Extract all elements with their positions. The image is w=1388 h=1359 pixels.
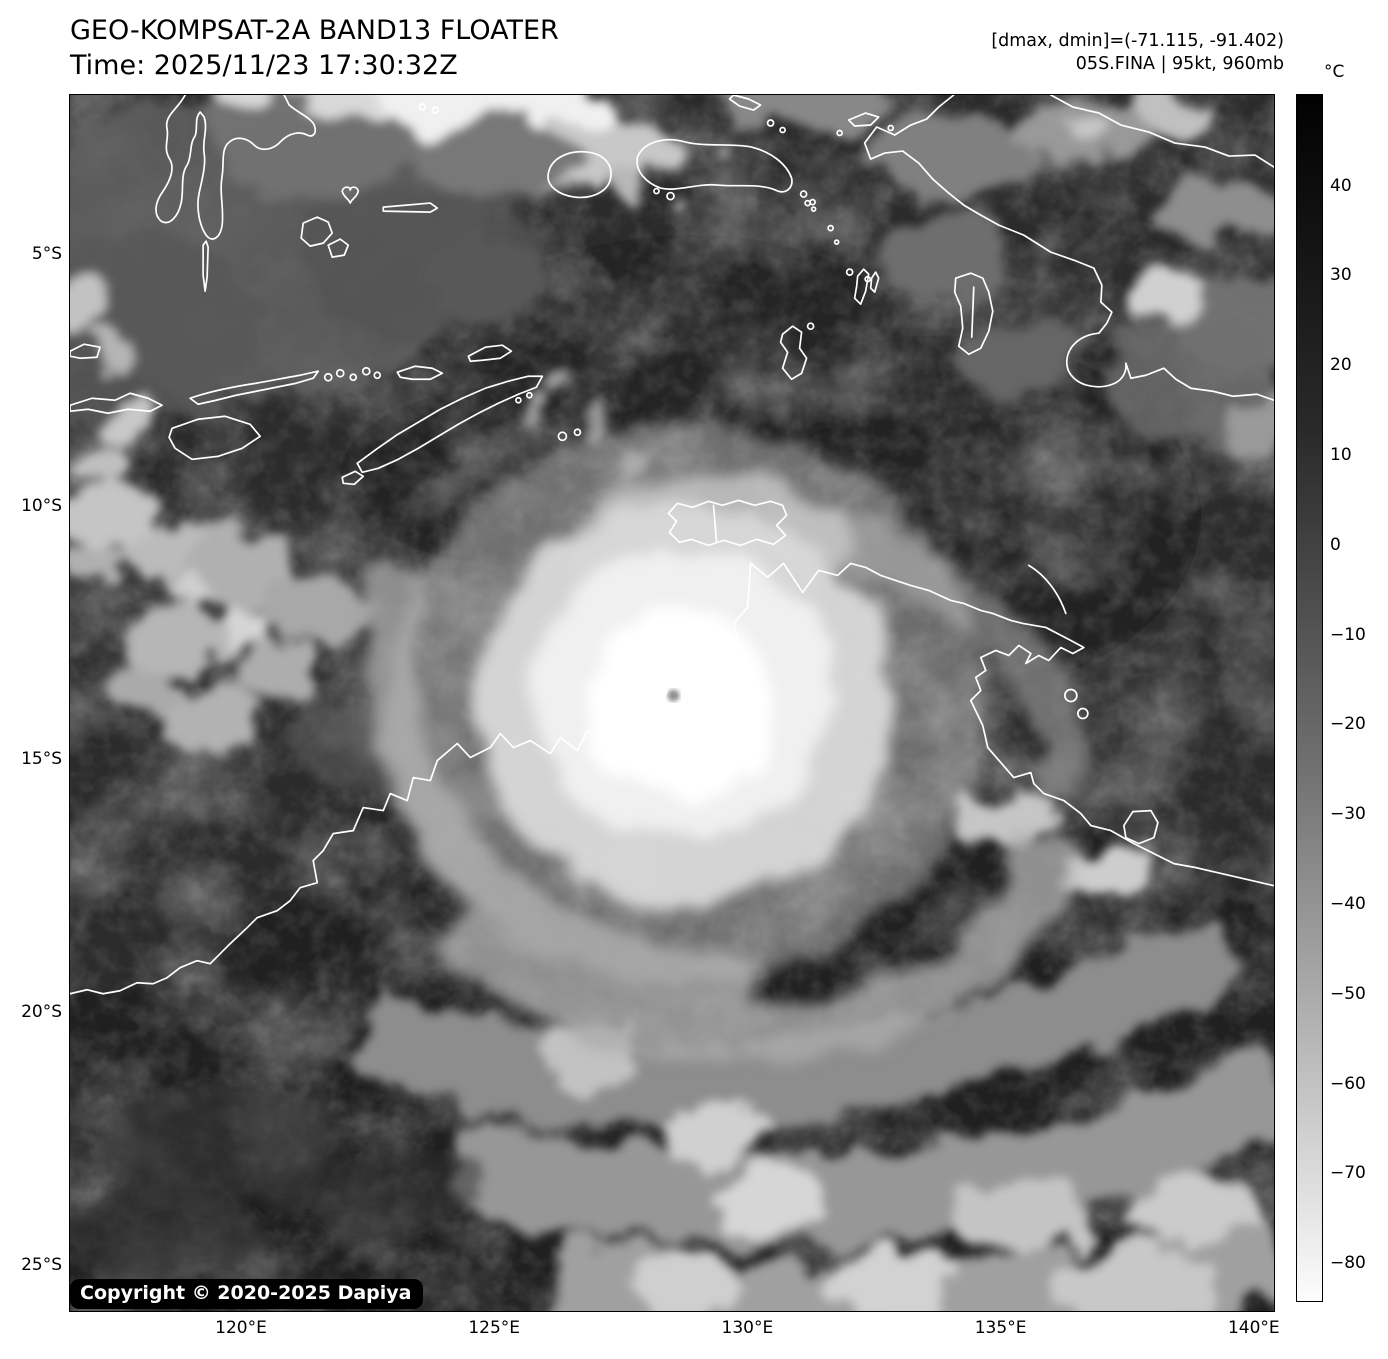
coast-australia: [70, 562, 1274, 995]
coast-seram: [636, 138, 793, 193]
latitude-tick-label: 25°S: [21, 1254, 62, 1275]
coast-selayar: [202, 240, 209, 293]
coast-tiwi-strait: [712, 504, 718, 544]
colorbar-tick-label: −70: [1330, 1163, 1366, 1184]
coast-aru: [953, 272, 994, 356]
coast-sumba: [168, 415, 262, 461]
cyclone-eye: [667, 689, 680, 702]
coast-tanimbar: [779, 325, 808, 381]
colorbar-tick-label: 40: [1330, 175, 1352, 196]
coast-kai: [853, 268, 870, 306]
colorbar: [1296, 94, 1323, 1302]
coastlines: [70, 95, 1274, 995]
latitude-tick-label: 15°S: [21, 749, 62, 770]
coast-flores: [189, 370, 320, 406]
longitude-tick-label: 135°E: [974, 1318, 1027, 1338]
coast-sula: [382, 202, 439, 213]
longitude-tick-label: 120°E: [215, 1318, 267, 1338]
longitude-tick-label: 140°E: [1227, 1318, 1280, 1338]
coast-wetar: [467, 344, 513, 363]
coast-timor: [356, 375, 544, 474]
coast-new-guinea-north: [1049, 95, 1274, 168]
colorbar-tick-label: −20: [1330, 714, 1366, 735]
coast-sulawesi: [155, 95, 317, 240]
page-title: GEO-KOMPSAT-2A BAND13 FLOATER: [70, 15, 559, 46]
latitude-tick-label: 20°S: [21, 1001, 62, 1022]
coast-buru: [547, 150, 612, 199]
longitude-tick-label: 130°E: [721, 1318, 774, 1338]
copyright-badge: Copyright © 2020-2025 Dapiya: [70, 1279, 424, 1309]
title-block: GEO-KOMPSAT-2A BAND13 FLOATER Time: 2025…: [70, 13, 559, 83]
coast-ambon: [666, 191, 675, 201]
coast-tiwi-islands: [667, 499, 788, 547]
coast-banggai: [341, 186, 360, 204]
latitude-tick-label: 5°S: [31, 243, 62, 264]
colorbar-unit: °C: [1324, 62, 1345, 82]
coast-groote-eylandt: [1123, 809, 1159, 845]
coast-misool: [847, 112, 880, 127]
colorbar-tick-label: −50: [1330, 983, 1366, 1004]
colorbar-tick-label: −80: [1330, 1253, 1366, 1274]
cloud-layer: [70, 95, 1274, 1311]
colorbar-tick-label: −60: [1330, 1073, 1366, 1094]
colorbar-tick-label: −40: [1330, 893, 1366, 914]
colorbar-tick-label: 10: [1330, 444, 1352, 465]
colorbar-tick-label: 30: [1330, 265, 1352, 286]
coast-new-guinea-south: [863, 95, 1274, 402]
coast-biak: [728, 95, 762, 111]
storm-info: 05S.FINA | 95kt, 960mb: [1075, 54, 1284, 74]
coast-alor: [396, 365, 444, 381]
longitude-tick-label: 125°E: [468, 1318, 521, 1338]
coast-rote: [341, 470, 365, 486]
satellite-scene: [70, 95, 1274, 1311]
colorbar-tick-label: −10: [1330, 624, 1366, 645]
coast-sumbawa: [70, 392, 163, 415]
colorbar-tick-label: 20: [1330, 355, 1352, 376]
satellite-map: Copyright © 2020-2025 Dapiya: [69, 94, 1275, 1312]
dmax-dmin-readout: [dmax, dmin]=(-71.115, -91.402): [991, 31, 1284, 51]
coast-muna-buton: [300, 216, 334, 247]
coast-wessel-islands: [1027, 564, 1067, 615]
colorbar-tick-label: 0: [1330, 534, 1341, 555]
info-block: [dmax, dmin]=(-71.115, -91.402) 05S.FINA…: [991, 30, 1284, 76]
coast-kangean: [70, 343, 101, 360]
timestamp: Time: 2025/11/23 17:30:32Z: [70, 50, 458, 81]
cyclone-core: [616, 638, 741, 763]
coast-gove-island: [1063, 688, 1078, 703]
coast-gove-island: [1076, 707, 1089, 720]
colorbar-tick-label: −30: [1330, 804, 1366, 825]
latitude-tick-label: 10°S: [21, 496, 62, 517]
cyclone: [359, 425, 1087, 1063]
